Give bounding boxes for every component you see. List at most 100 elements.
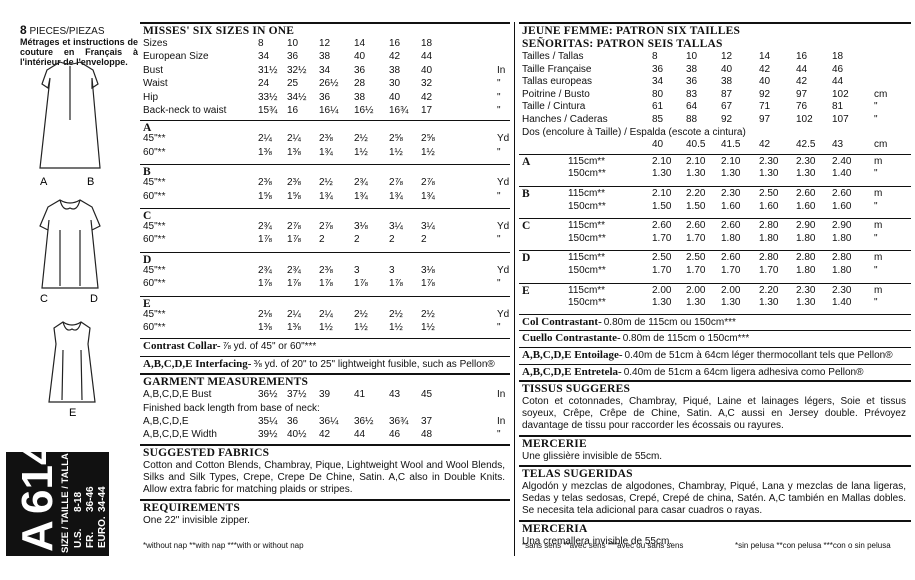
note-text: 0.80m de 115cm ou 150cm*** [603, 316, 736, 328]
row-label: 115cm** [568, 220, 606, 232]
note-line: A,B,C,D,E Interfacing- ⅜ yd. of 20" to 25… [143, 358, 495, 371]
size-value: 46 [832, 63, 844, 75]
section-heading: JEUNE FEMME: PATRON SIX TAILLES [522, 25, 741, 37]
paragraph: Coton et cotonnades, Chambray, Piqué, La… [522, 396, 906, 432]
rule [140, 120, 510, 122]
size-value: 2⅜ [287, 177, 301, 189]
size-value: 1.80 [759, 232, 779, 244]
rule [140, 443, 510, 446]
size-value: 16¼ [319, 105, 339, 116]
rule [140, 208, 510, 209]
size-value: 2.60 [721, 252, 741, 264]
size-value: 46 [389, 429, 401, 441]
size-value: 34 [652, 76, 664, 88]
note-text: 0.40m de 51cm à 64cm léger thermocollant… [624, 350, 893, 361]
size-value: 1⅞ [389, 278, 403, 290]
size-value: 2½ [354, 308, 368, 320]
size-region: FR. [85, 532, 96, 548]
size-value: 2.30 [721, 188, 741, 199]
note-line: Col Contrastant- 0.80m de 115cm ou 150cm*… [522, 316, 736, 329]
size-value: 36½ [258, 389, 278, 401]
size-value: 2¾ [258, 264, 272, 276]
unit: Yd [497, 264, 510, 276]
size-value: 88 [686, 114, 698, 125]
paragraph: Algodón y mezclas de algodones, Chambray… [522, 480, 906, 516]
size-value: 16¾ [389, 105, 409, 116]
size-value: 92 [759, 88, 771, 100]
row-label: Back-neck to waist [143, 105, 227, 116]
size-value: 1¾ [319, 146, 333, 158]
row-label: 45"** [143, 221, 166, 232]
size-value: 1⅜ [258, 322, 272, 333]
size-value: 17 [421, 105, 433, 116]
pieces-note: Métrages et instructions de couture en F… [20, 37, 138, 67]
size-value: 1⅜ [287, 322, 301, 333]
size-value: 31½ [258, 64, 278, 76]
size-value: 1½ [319, 322, 333, 333]
size-value: 40 [721, 63, 733, 75]
row-label: European Size [143, 51, 209, 63]
unit: m [874, 188, 883, 199]
unit: " [497, 190, 501, 202]
section-heading: TELAS SUGERIDAS [522, 467, 633, 480]
size-value: 30 [389, 78, 401, 90]
size-value: 34 [319, 64, 331, 76]
size-value: 1.70 [686, 265, 706, 276]
piece-count: 8 [20, 23, 27, 37]
size-value: 81 [832, 101, 844, 113]
size-value: 2⅝ [421, 133, 435, 145]
unit: cm [874, 139, 888, 151]
row-label: 150cm** [568, 297, 606, 309]
size-value: 1½ [389, 322, 403, 333]
size-value: 1½ [354, 146, 368, 158]
size-value: 1.60 [796, 200, 816, 212]
unit: " [497, 91, 501, 103]
row-label: 45"** [143, 308, 166, 320]
unit: " [874, 200, 878, 212]
size-value: 1.80 [832, 265, 852, 276]
size-value: 2¾ [354, 177, 368, 189]
row-label: Hip [143, 91, 159, 103]
size-value: 2⅝ [389, 133, 403, 145]
size-value: 43 [832, 139, 844, 151]
size-value: 16 [389, 38, 401, 49]
size-value: 1⅞ [258, 234, 272, 246]
note-line: A,B,C,D,E Entoilage- 0.40m de 51cm à 64cm… [522, 349, 893, 362]
size-value: 1⅜ [287, 146, 301, 158]
size-value: 1.80 [796, 265, 816, 276]
size-value: 3 [354, 264, 360, 276]
rule [519, 218, 911, 220]
size-value: 33½ [258, 91, 278, 103]
view-letter: B [143, 166, 151, 179]
unit: " [497, 78, 501, 90]
size-value: 36 [287, 51, 299, 63]
size-value: 1¾ [319, 190, 333, 202]
size-value: 36¼ [319, 416, 339, 427]
section-heading: GARMENT MEASUREMENTS [143, 376, 309, 389]
rule [519, 22, 911, 24]
paragraph: Cotton and Cotton Blends, Chambray, Piqu… [143, 459, 505, 495]
view-letter: B [522, 188, 530, 200]
size-value: 87 [721, 88, 733, 100]
size-title: SIZE / TAILLE / TALLA [60, 453, 71, 553]
footnote: *sans sens **avec sens ***avec ou sans s… [522, 541, 684, 550]
note-text: 0.80m de 115cm o 150cm*** [622, 333, 750, 345]
size-value: 80 [652, 88, 664, 100]
size-value: 61 [652, 101, 664, 113]
size-value: 2.30 [796, 155, 816, 167]
size-value: 1.50 [652, 200, 672, 212]
size-value: 2¼ [258, 133, 272, 145]
size-value: 41 [354, 389, 366, 401]
size-value: 2.80 [759, 220, 779, 232]
size-value: 1.30 [652, 168, 672, 180]
rule [140, 22, 510, 24]
size-value: 40½ [287, 429, 307, 441]
size-value: 3⅛ [421, 264, 435, 276]
text-line: Finished back length from base of neck: [143, 402, 320, 414]
size-value: 8 [258, 38, 264, 49]
size-value: 35¼ [258, 416, 278, 427]
size-value: 44 [832, 76, 844, 88]
size-value: 1¾ [389, 190, 403, 202]
size-value: 42 [759, 63, 771, 75]
row-label: Poitrine / Busto [522, 88, 590, 100]
